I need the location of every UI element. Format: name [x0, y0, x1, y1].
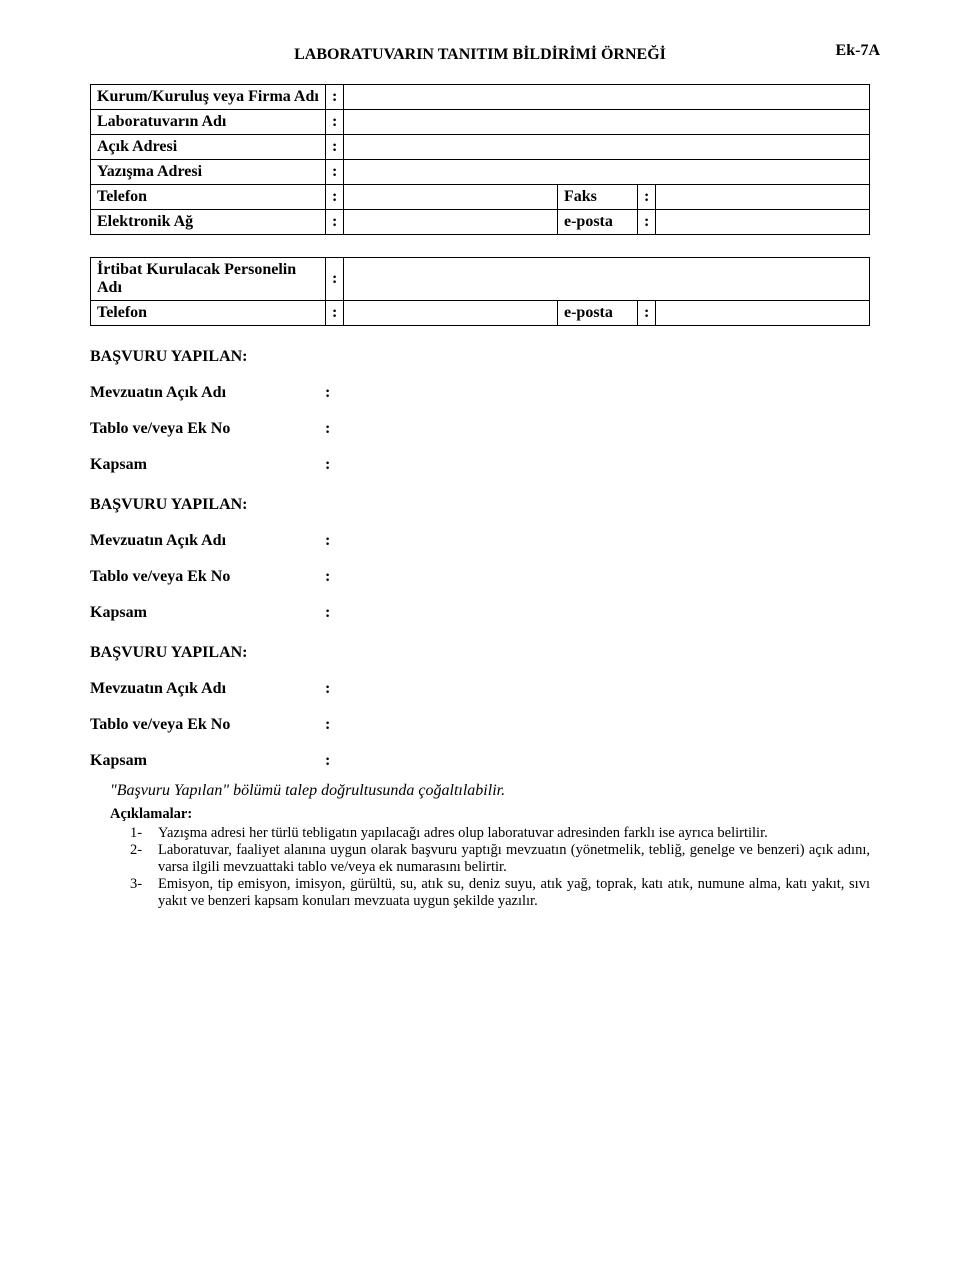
contact-email-label: e-posta [558, 301, 638, 326]
colon: : [325, 680, 330, 698]
list-item: 3- Emisyon, tip emisyon, imisyon, gürült… [130, 876, 870, 910]
lab-name-label: Laboratuvarın Adı [91, 110, 326, 135]
list-number: 2- [130, 842, 158, 876]
fax-label: Faks [558, 185, 638, 210]
colon: : [326, 185, 344, 210]
colon: : [325, 456, 330, 474]
table-or-annex-no-label: Tablo ve/veya Ek No [90, 716, 325, 734]
contact-phone-value [344, 301, 558, 326]
firm-name-value [344, 85, 870, 110]
application-section-1: BAŞVURU YAPILAN: Mevzuatın Açık Adı : Ta… [90, 348, 870, 474]
legislation-name-label: Mevzuatın Açık Adı [90, 384, 325, 402]
list-item: 2- Laboratuvar, faaliyet alanına uygun o… [130, 842, 870, 876]
colon: : [326, 301, 344, 326]
colon: : [325, 532, 330, 550]
mail-address-label: Yazışma Adresi [91, 160, 326, 185]
explanations-list: 1- Yazışma adresi her türlü tebligatın y… [130, 825, 870, 911]
colon: : [326, 160, 344, 185]
phone-label: Telefon [91, 185, 326, 210]
contact-info-table: İrtibat Kurulacak Personelin Adı : Telef… [90, 257, 870, 326]
table-row: İrtibat Kurulacak Personelin Adı : [91, 258, 870, 301]
scope-label: Kapsam [90, 604, 325, 622]
field-row: Tablo ve/veya Ek No : [90, 568, 870, 586]
company-info-table: Kurum/Kuruluş veya Firma Adı : Laboratuv… [90, 84, 870, 235]
list-number: 3- [130, 876, 158, 910]
scope-label: Kapsam [90, 456, 325, 474]
contact-phone-label: Telefon [91, 301, 326, 326]
duplication-note: "Başvuru Yapılan" bölümü talep doğrultus… [110, 782, 870, 800]
contact-person-label: İrtibat Kurulacak Personelin Adı [91, 258, 326, 301]
colon: : [326, 258, 344, 301]
colon: : [325, 420, 330, 438]
list-text: Yazışma adresi her türlü tebligatın yapı… [158, 825, 870, 842]
lab-name-value [344, 110, 870, 135]
email-value [656, 210, 870, 235]
colon: : [325, 384, 330, 402]
table-row: Telefon : e-posta : [91, 301, 870, 326]
field-row: Kapsam : [90, 604, 870, 622]
colon: : [326, 85, 344, 110]
web-value [344, 210, 558, 235]
field-row: Kapsam : [90, 456, 870, 474]
field-row: Mevzuatın Açık Adı : [90, 680, 870, 698]
colon: : [325, 604, 330, 622]
colon: : [325, 568, 330, 586]
explanations-heading: Açıklamalar: [110, 806, 870, 823]
corner-label: Ek-7A [836, 42, 880, 60]
table-row: Laboratuvarın Adı : [91, 110, 870, 135]
list-number: 1- [130, 825, 158, 842]
field-row: Tablo ve/veya Ek No : [90, 420, 870, 438]
page-title: LABORATUVARIN TANITIM BİLDİRİMİ ÖRNEĞİ [90, 46, 870, 64]
phone-value [344, 185, 558, 210]
legislation-name-label: Mevzuatın Açık Adı [90, 680, 325, 698]
fax-value [656, 185, 870, 210]
section-heading: BAŞVURU YAPILAN: [90, 644, 870, 662]
section-heading: BAŞVURU YAPILAN: [90, 348, 870, 366]
email-label: e-posta [558, 210, 638, 235]
table-row: Elektronik Ağ : e-posta : [91, 210, 870, 235]
colon: : [325, 716, 330, 734]
field-row: Mevzuatın Açık Adı : [90, 384, 870, 402]
list-text: Laboratuvar, faaliyet alanına uygun olar… [158, 842, 870, 876]
table-row: Yazışma Adresi : [91, 160, 870, 185]
section-heading: BAŞVURU YAPILAN: [90, 496, 870, 514]
application-section-2: BAŞVURU YAPILAN: Mevzuatın Açık Adı : Ta… [90, 496, 870, 622]
table-row: Kurum/Kuruluş veya Firma Adı : [91, 85, 870, 110]
table-row: Telefon : Faks : [91, 185, 870, 210]
list-item: 1- Yazışma adresi her türlü tebligatın y… [130, 825, 870, 842]
contact-email-value [656, 301, 870, 326]
contact-person-value [344, 258, 870, 301]
legislation-name-label: Mevzuatın Açık Adı [90, 532, 325, 550]
web-label: Elektronik Ağ [91, 210, 326, 235]
colon: : [325, 752, 330, 770]
colon: : [326, 135, 344, 160]
firm-name-label: Kurum/Kuruluş veya Firma Adı [91, 85, 326, 110]
colon: : [326, 210, 344, 235]
table-row: Açık Adresi : [91, 135, 870, 160]
address-value [344, 135, 870, 160]
application-section-3: BAŞVURU YAPILAN: Mevzuatın Açık Adı : Ta… [90, 644, 870, 770]
colon: : [638, 185, 656, 210]
field-row: Tablo ve/veya Ek No : [90, 716, 870, 734]
mail-address-value [344, 160, 870, 185]
field-row: Kapsam : [90, 752, 870, 770]
list-text: Emisyon, tip emisyon, imisyon, gürültü, … [158, 876, 870, 910]
field-row: Mevzuatın Açık Adı : [90, 532, 870, 550]
colon: : [326, 110, 344, 135]
scope-label: Kapsam [90, 752, 325, 770]
colon: : [638, 210, 656, 235]
address-label: Açık Adresi [91, 135, 326, 160]
table-or-annex-no-label: Tablo ve/veya Ek No [90, 420, 325, 438]
colon: : [638, 301, 656, 326]
table-or-annex-no-label: Tablo ve/veya Ek No [90, 568, 325, 586]
